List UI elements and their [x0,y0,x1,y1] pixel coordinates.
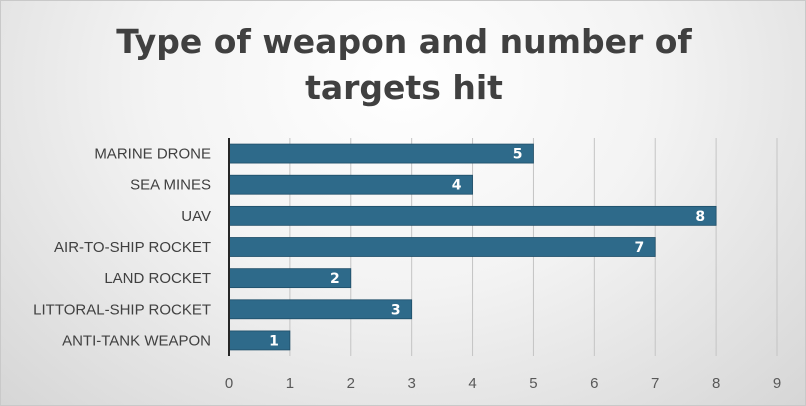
bar-3 [228,237,656,257]
data-label-4: 2 [330,271,340,287]
chart-title-line-2: targets hit [305,68,503,107]
chart-title-line-1: Type of weapon and number of [116,22,692,61]
category-label-3: AIR-TO-SHIP ROCKET [54,239,211,256]
data-label-0: 5 [513,147,523,163]
x-tick-label-4: 4 [468,375,476,392]
data-label-5: 3 [391,302,401,318]
category-label-5: LITTORAL-SHIP ROCKET [33,301,211,318]
bar-1 [228,174,473,195]
bar-0 [228,143,534,164]
x-tick-label-5: 5 [529,375,537,392]
x-tick-label-0: 0 [225,375,233,392]
x-tick-label-9: 9 [773,375,781,392]
x-tick-label-3: 3 [407,375,415,392]
bar-2 [228,205,717,226]
category-label-4: LAND ROCKET [104,270,211,287]
category-label-0: MARINE DRONE [94,146,211,163]
x-tick-label-1: 1 [286,375,294,392]
data-label-2: 8 [695,209,705,225]
category-label-6: ANTI-TANK WEAPON [62,332,211,349]
bar-6 [228,330,291,351]
data-label-6: 1 [269,333,279,349]
x-tick-label-6: 6 [590,375,598,392]
x-tick-label-7: 7 [651,375,659,392]
x-tick-label-2: 2 [347,375,355,392]
category-label-1: SEA MINES [130,177,211,194]
data-label-3: 7 [634,240,644,256]
chart-title: Type of weapon and number of targets hit [1,19,805,111]
data-label-1: 4 [452,178,462,194]
bar-5 [228,299,413,320]
x-tick-label-8: 8 [712,375,720,392]
category-label-2: UAV [181,208,211,225]
